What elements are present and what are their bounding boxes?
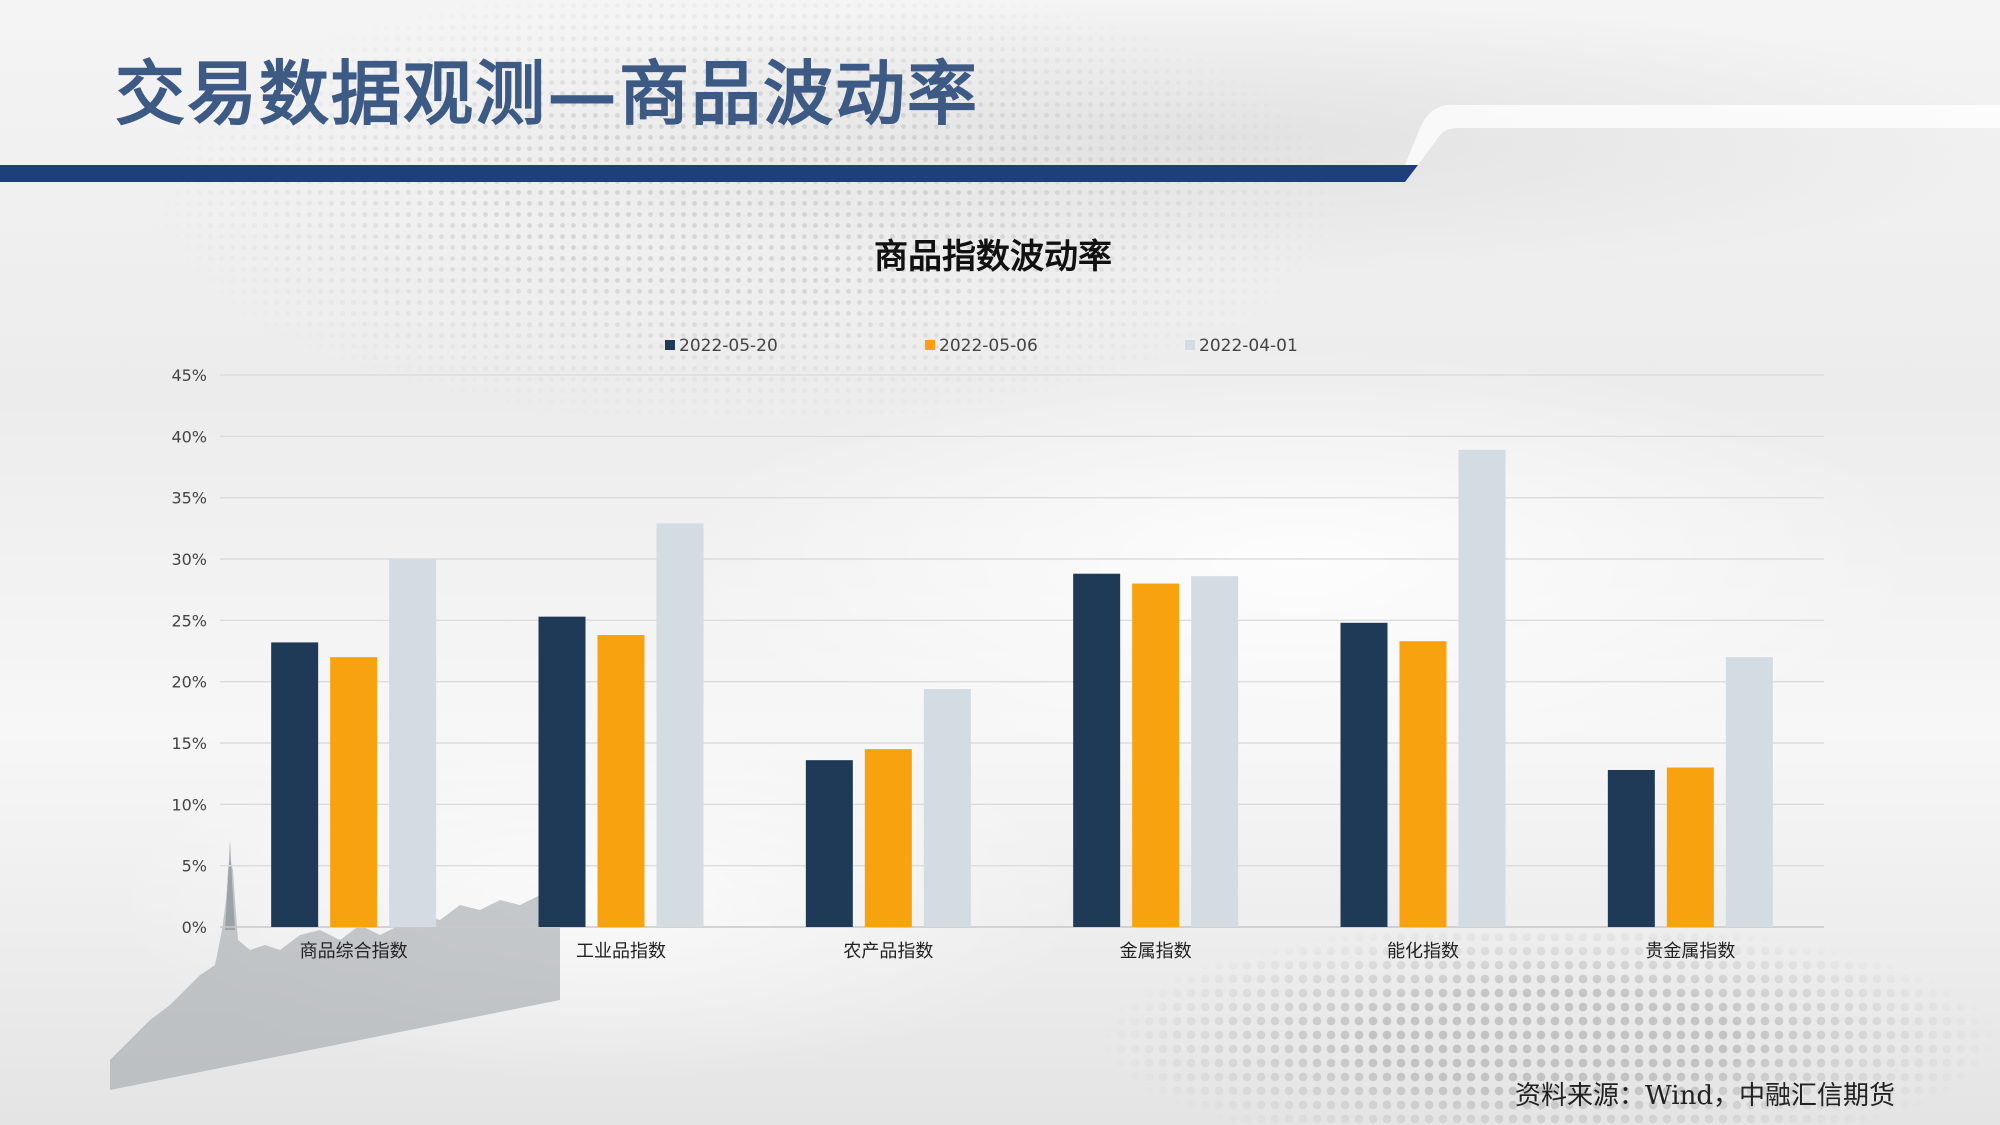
y-tick-label: 45% <box>171 366 207 385</box>
legend-label: 2022-04-01 <box>1199 336 1298 356</box>
y-tick-label: 10% <box>171 795 207 814</box>
y-tick-label: 30% <box>171 550 207 569</box>
source-note: 资料来源：Wind，中融汇信期货 <box>1515 1081 1895 1111</box>
x-axis-category-labels: 商品综合指数 工业品指数 农产品指数 金属指数 能化指数 贵金属指数 <box>300 941 1736 962</box>
world-map-dots-decoration <box>150 0 1350 460</box>
bar-2022-04-01-农产品指数 <box>923 689 971 927</box>
bar-2022-05-20-工业品指数 <box>538 616 586 927</box>
bar-2022-04-01-金属指数 <box>1191 576 1239 927</box>
y-tick-label: 20% <box>171 673 207 692</box>
bar-2022-05-06-能化指数 <box>1399 641 1447 927</box>
bar-2022-05-06-农产品指数 <box>864 749 912 927</box>
y-tick-label: 0% <box>182 918 207 937</box>
legend-swatch <box>1185 340 1195 350</box>
bar-2022-05-06-工业品指数 <box>597 635 645 927</box>
bar-2022-04-01-工业品指数 <box>656 523 704 927</box>
y-tick-label: 35% <box>171 489 207 508</box>
x-category-label: 金属指数 <box>1120 941 1192 962</box>
bar-2022-05-20-能化指数 <box>1340 622 1388 927</box>
x-category-label: 商品综合指数 <box>300 941 408 962</box>
bar-2022-05-20-金属指数 <box>1073 573 1121 927</box>
legend-swatch <box>665 340 675 350</box>
chart-title: 商品指数波动率 <box>874 237 1112 277</box>
bar-2022-05-06-贵金属指数 <box>1666 767 1714 927</box>
bar-2022-05-20-农产品指数 <box>805 760 853 927</box>
legend-swatch <box>925 340 935 350</box>
x-category-label: 农产品指数 <box>843 941 933 962</box>
x-category-label: 工业品指数 <box>576 941 666 962</box>
bar-2022-04-01-贵金属指数 <box>1725 657 1773 927</box>
header-band-decoration <box>0 105 2000 182</box>
chart-gridlines <box>220 374 1824 928</box>
y-tick-label: 25% <box>171 611 207 630</box>
legend-label: 2022-05-06 <box>939 336 1038 356</box>
chart-legend: 2022-05-20 2022-05-06 2022-04-01 <box>665 336 1298 356</box>
x-category-label: 贵金属指数 <box>1645 941 1735 962</box>
y-axis-tick-labels: 0% 5% 10% 15% 20% 25% 30% 35% 40% 45% <box>171 366 207 937</box>
legend-label: 2022-05-20 <box>679 336 778 356</box>
bar-2022-05-20-贵金属指数 <box>1607 769 1655 927</box>
bar-2022-04-01-能化指数 <box>1458 449 1506 927</box>
y-tick-label: 40% <box>171 427 207 446</box>
bar-2022-05-06-金属指数 <box>1132 583 1180 927</box>
globe-dots-decoration <box>1100 930 2000 1125</box>
y-tick-label: 15% <box>171 734 207 753</box>
y-tick-label: 5% <box>182 857 207 876</box>
x-category-label: 能化指数 <box>1387 941 1459 962</box>
page-title: 交易数据观测—商品波动率 <box>115 52 979 135</box>
bar-2022-05-20-商品综合指数 <box>271 642 319 927</box>
chart-bars <box>271 449 1773 927</box>
bar-2022-04-01-商品综合指数 <box>389 559 437 927</box>
bar-2022-05-06-商品综合指数 <box>330 657 378 927</box>
